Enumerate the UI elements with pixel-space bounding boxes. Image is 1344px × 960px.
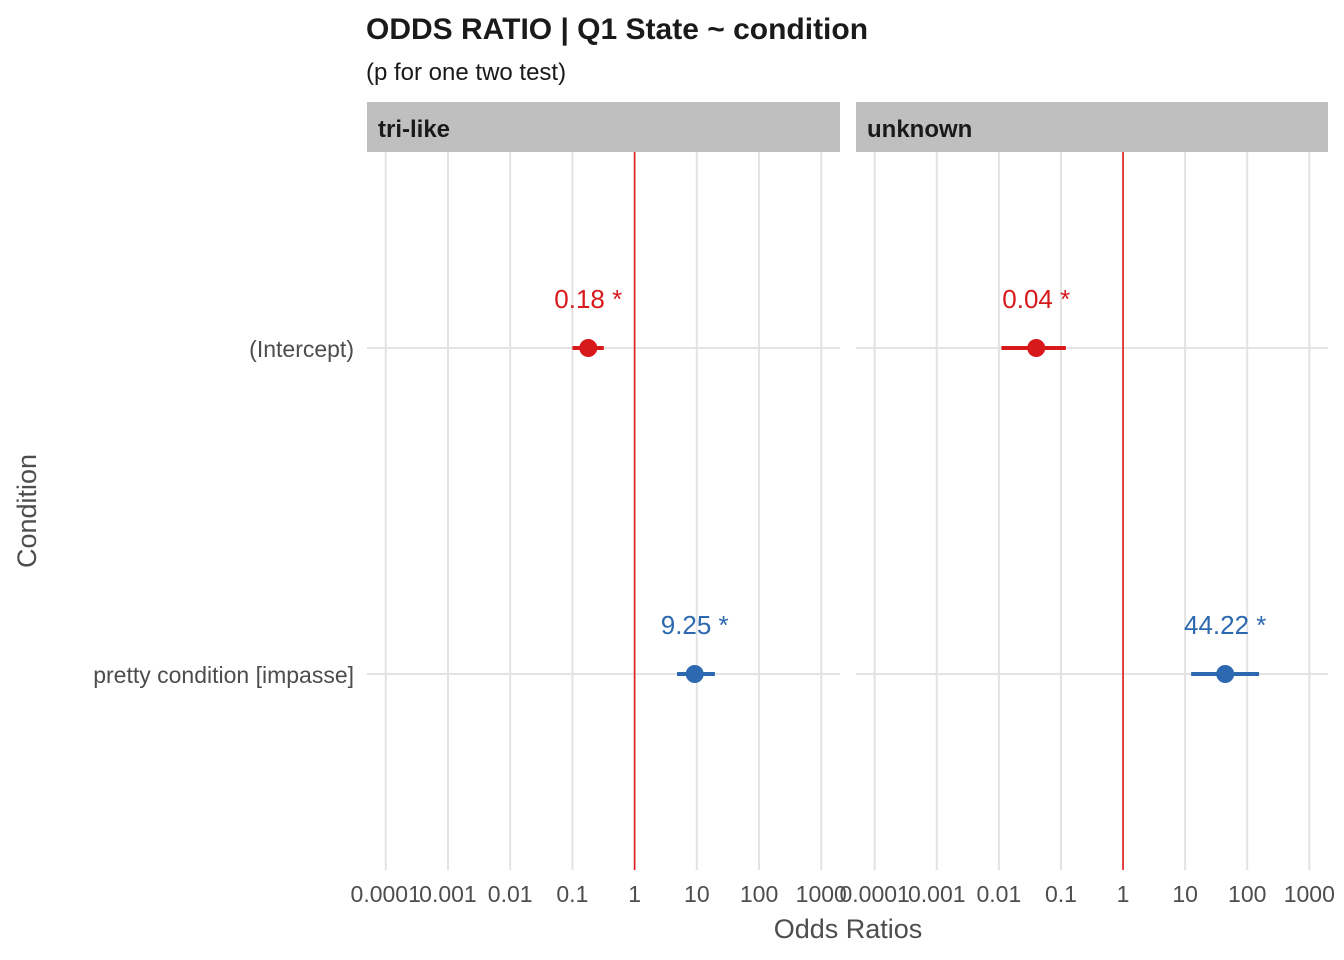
- x-tick-label: 0.001: [419, 881, 477, 907]
- y-axis-title: Condition: [12, 454, 42, 568]
- x-tick-label: 1: [1117, 881, 1130, 907]
- data-label: 0.04 *: [1002, 284, 1070, 314]
- x-axis-title: Odds Ratios: [774, 914, 923, 944]
- y-axis-labels: (Intercept) pretty condition [impasse]: [93, 336, 354, 688]
- x-tick-label: 10: [684, 881, 710, 907]
- y-tick-label: (Intercept): [249, 336, 354, 362]
- x-tick-label: 1000: [796, 881, 847, 907]
- y-tick-label: pretty condition [impasse]: [93, 662, 354, 688]
- strip-background: [856, 102, 1328, 152]
- x-tick-label: 1000: [1284, 881, 1335, 907]
- data-label: 9.25 *: [661, 610, 729, 640]
- x-tick-label: 0.01: [488, 881, 533, 907]
- x-tick-label: 0.01: [976, 881, 1021, 907]
- strip-label: tri-like: [378, 116, 450, 143]
- x-tick-label: 0.1: [556, 881, 588, 907]
- estimate-point: [1216, 665, 1235, 683]
- x-tick-label: 1: [628, 881, 641, 907]
- x-tick-label: 0.0001: [840, 881, 910, 907]
- strip-label: unknown: [867, 116, 972, 143]
- x-tick-label: 100: [740, 881, 778, 907]
- x-tick-label: 10: [1172, 881, 1198, 907]
- chart-subtitle: (p for one two test): [366, 59, 566, 86]
- x-tick-label: 0.1: [1045, 881, 1077, 907]
- x-tick-label: 100: [1228, 881, 1266, 907]
- x-tick-label: 0.0001: [351, 881, 421, 907]
- data-label: 44.22 *: [1184, 610, 1266, 640]
- strip-background: [367, 102, 840, 152]
- estimate-point: [685, 665, 704, 683]
- estimate-point: [1027, 339, 1046, 357]
- estimate-point: [579, 339, 598, 357]
- x-tick-label: 0.001: [908, 881, 966, 907]
- chart-title: ODDS RATIO | Q1 State ~ condition: [366, 13, 868, 46]
- data-label: 0.18 *: [554, 284, 622, 314]
